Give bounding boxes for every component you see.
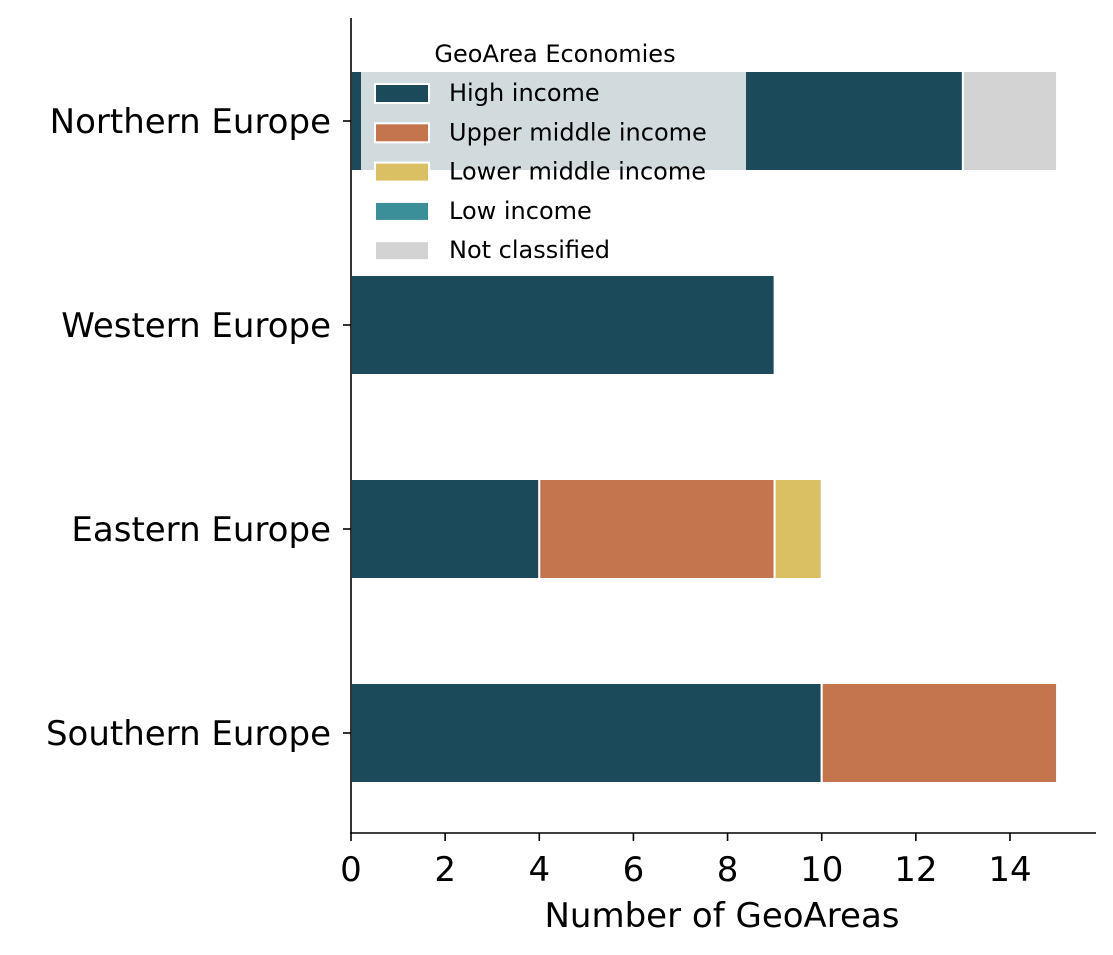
x-tick-label: 8 bbox=[717, 850, 739, 890]
y-tick-label: Western Europe bbox=[61, 306, 331, 346]
x-tick-label: 2 bbox=[434, 850, 456, 890]
legend-items: High income Upper middle income Lower midd… bbox=[374, 79, 707, 264]
bar-western-europe-high-income bbox=[350, 274, 776, 376]
legend-label: High income bbox=[449, 79, 600, 107]
axes-layer bbox=[350, 18, 1096, 834]
bar-eastern-europe-high-income bbox=[350, 478, 541, 580]
x-tick-label: 0 bbox=[340, 850, 362, 890]
bar-southern-europe-high-income bbox=[350, 682, 823, 784]
y-ticks: Northern Europe Western Europe Eastern Eur… bbox=[46, 102, 351, 754]
y-tick-label: Southern Europe bbox=[46, 714, 331, 754]
x-tick-label: 14 bbox=[988, 850, 1031, 890]
legend: GeoArea Economies High income Upper middl… bbox=[361, 37, 746, 270]
x-tick-label: 4 bbox=[528, 850, 550, 890]
legend-swatch bbox=[374, 83, 430, 104]
legend-swatch bbox=[374, 200, 430, 222]
bars-layer bbox=[350, 70, 1059, 784]
bar-eastern-europe-lower-middle-income bbox=[773, 478, 823, 580]
y-tick-label: Eastern Europe bbox=[71, 510, 331, 550]
y-tick-label: Northern Europe bbox=[50, 102, 331, 142]
x-tick-label: 10 bbox=[800, 850, 843, 890]
legend-label: Not classified bbox=[449, 236, 610, 264]
legend-label: Lower middle income bbox=[449, 158, 706, 186]
x-axis-label: Number of GeoAreas bbox=[545, 896, 900, 936]
legend-frame bbox=[361, 37, 746, 270]
legend-label: Low income bbox=[449, 197, 592, 225]
bar-northern-europe-not-classified bbox=[961, 70, 1059, 172]
legend-label: Upper middle income bbox=[449, 118, 707, 146]
x-ticks: 0 2 4 6 8 10 12 14 bbox=[340, 833, 1032, 890]
x-tick-label: 12 bbox=[894, 850, 937, 890]
legend-swatch bbox=[374, 122, 430, 144]
bar-southern-europe-upper-middle-income bbox=[820, 682, 1059, 784]
x-tick-label: 6 bbox=[623, 850, 645, 890]
bar-eastern-europe-upper-middle-income bbox=[538, 478, 776, 580]
legend-swatch bbox=[374, 161, 430, 183]
legend-title: GeoArea Economies bbox=[434, 40, 675, 68]
legend-swatch bbox=[374, 240, 430, 262]
